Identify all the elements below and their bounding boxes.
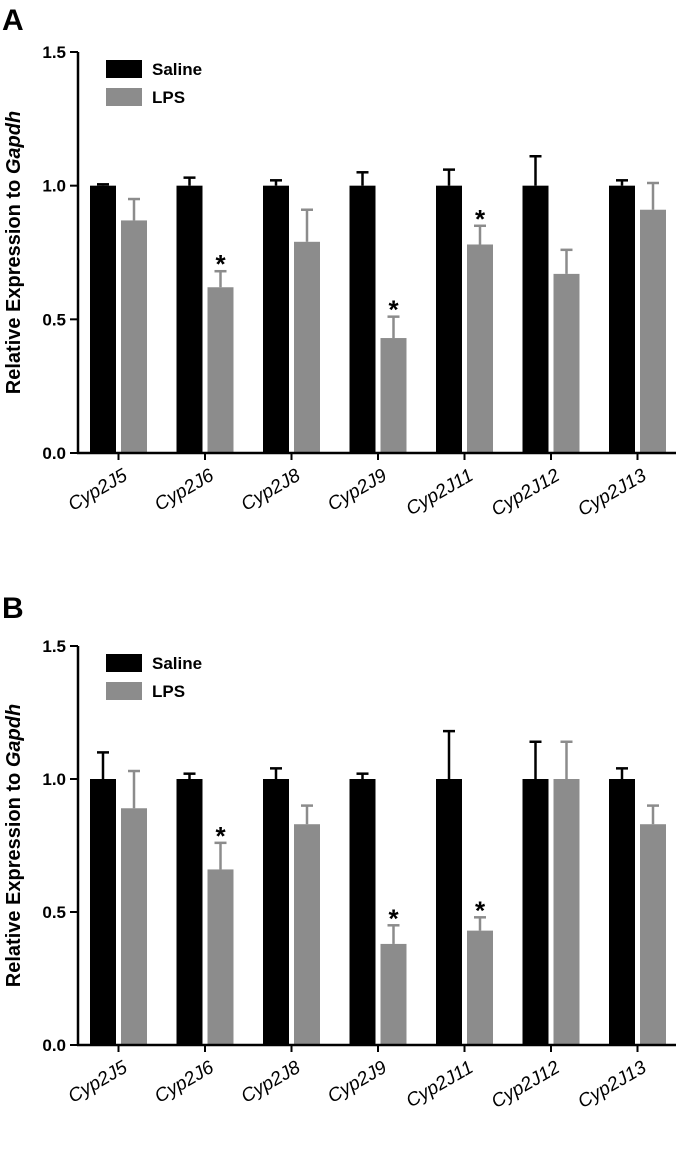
significance-marker-cyp2j9: * [388, 295, 399, 325]
x-tick-label-cyp2j9: Cyp2J9 [324, 1057, 391, 1108]
bar-lps-cyp2j6 [207, 869, 234, 1045]
y-axis-label-prefix: Relative Expression to [3, 767, 25, 987]
significance-marker-cyp2j6: * [215, 249, 226, 279]
y-tick-label-3: 1.5 [42, 637, 66, 656]
y-axis-label: Relative Expression to Gapdh [3, 111, 25, 394]
bar-lps-cyp2j5 [121, 808, 147, 1045]
bar-saline-cyp2j13 [609, 185, 635, 453]
bar-lps-cyp2j12 [553, 779, 580, 1045]
x-tick-label-cyp2j13: Cyp2J13 [575, 1057, 651, 1113]
y-axis-label-prefix: Relative Expression to [3, 174, 25, 394]
x-tick-label-cyp2j8: Cyp2J8 [238, 1057, 305, 1108]
bar-lps-cyp2j9 [380, 943, 407, 1045]
bar-saline-cyp2j13 [609, 779, 635, 1045]
bar-lps-cyp2j12 [553, 273, 580, 453]
x-tick-label-cyp2j5: Cyp2J5 [65, 1057, 132, 1108]
legend-swatch-saline [106, 654, 142, 672]
x-tick-label-cyp2j9: Cyp2J9 [324, 465, 391, 516]
chart-panel-a: A Relative Expression to Gapdh Cyp2J5 Cyp2J… [0, 0, 681, 572]
legend-swatch-lps [106, 88, 142, 106]
y-axis-label-gene: Gapdh [3, 704, 25, 767]
bar-saline-cyp2j12 [522, 185, 549, 453]
legend-label-saline: Saline [152, 60, 202, 79]
x-tick-label-cyp2j5: Cyp2J5 [65, 465, 132, 516]
x-tick-label-cyp2j6: Cyp2J6 [151, 465, 218, 516]
significance-marker-cyp2j9: * [388, 903, 399, 933]
y-tick-label-0: 0.0 [42, 1036, 66, 1055]
bar-saline-cyp2j8 [263, 185, 289, 453]
significance-marker-cyp2j6: * [215, 821, 226, 851]
chart-panel-b: B Relative Expression to Gapdh Cyp2J5 Cyp2J… [0, 592, 681, 1164]
y-tick-label-1: 0.5 [42, 310, 66, 329]
bar-saline-cyp2j5 [90, 779, 116, 1045]
y-axis-label: Relative Expression to Gapdh [3, 704, 25, 987]
x-tick-label-cyp2j11: Cyp2J11 [403, 1057, 477, 1112]
legend-label-saline: Saline [152, 654, 202, 673]
bar-lps-cyp2j13 [640, 209, 666, 453]
bar-saline-cyp2j12 [522, 779, 549, 1045]
significance-marker-cyp2j11: * [475, 204, 486, 234]
bar-saline-cyp2j6 [176, 779, 203, 1045]
bar-saline-cyp2j6 [176, 185, 203, 453]
panel-label-b: B [2, 592, 24, 625]
y-tick-label-2: 1.0 [42, 177, 66, 196]
x-tick-label-cyp2j13: Cyp2J13 [575, 465, 651, 521]
bar-saline-cyp2j9 [349, 185, 376, 453]
x-tick-label-cyp2j11: Cyp2J11 [403, 465, 477, 520]
panel-label-a: A [2, 4, 24, 37]
bar-saline-cyp2j11 [436, 779, 462, 1045]
bar-lps-cyp2j8 [294, 824, 320, 1045]
bar-chart-a: A Relative Expression to Gapdh Cyp2J5 Cyp2J… [2, 4, 676, 521]
bar-lps-cyp2j9 [380, 338, 407, 453]
bar-lps-cyp2j11 [467, 930, 493, 1045]
bar-lps-cyp2j5 [121, 220, 147, 453]
y-tick-label-3: 1.5 [42, 43, 66, 62]
bar-lps-cyp2j6 [207, 287, 234, 453]
bar-lps-cyp2j11 [467, 244, 493, 453]
y-axis-label-gene: Gapdh [3, 111, 25, 174]
bar-chart-b: B Relative Expression to Gapdh Cyp2J5 Cyp2J… [2, 592, 676, 1113]
x-tick-label-cyp2j8: Cyp2J8 [238, 465, 305, 516]
y-tick-label-2: 1.0 [42, 770, 66, 789]
bar-saline-cyp2j8 [263, 779, 289, 1045]
y-tick-label-0: 0.0 [42, 444, 66, 463]
legend-label-lps: LPS [152, 88, 185, 107]
legend-label-lps: LPS [152, 682, 185, 701]
bar-lps-cyp2j8 [294, 241, 320, 453]
x-tick-label-cyp2j12: Cyp2J12 [488, 465, 564, 521]
legend-swatch-saline [106, 60, 142, 78]
bar-saline-cyp2j5 [90, 185, 116, 453]
x-tick-label-cyp2j12: Cyp2J12 [488, 1057, 564, 1113]
bar-lps-cyp2j13 [640, 824, 666, 1045]
bar-saline-cyp2j11 [436, 185, 462, 453]
bar-saline-cyp2j9 [349, 779, 376, 1045]
significance-marker-cyp2j11: * [475, 895, 486, 925]
x-tick-label-cyp2j6: Cyp2J6 [151, 1057, 218, 1108]
legend-swatch-lps [106, 682, 142, 700]
y-tick-label-1: 0.5 [42, 903, 66, 922]
